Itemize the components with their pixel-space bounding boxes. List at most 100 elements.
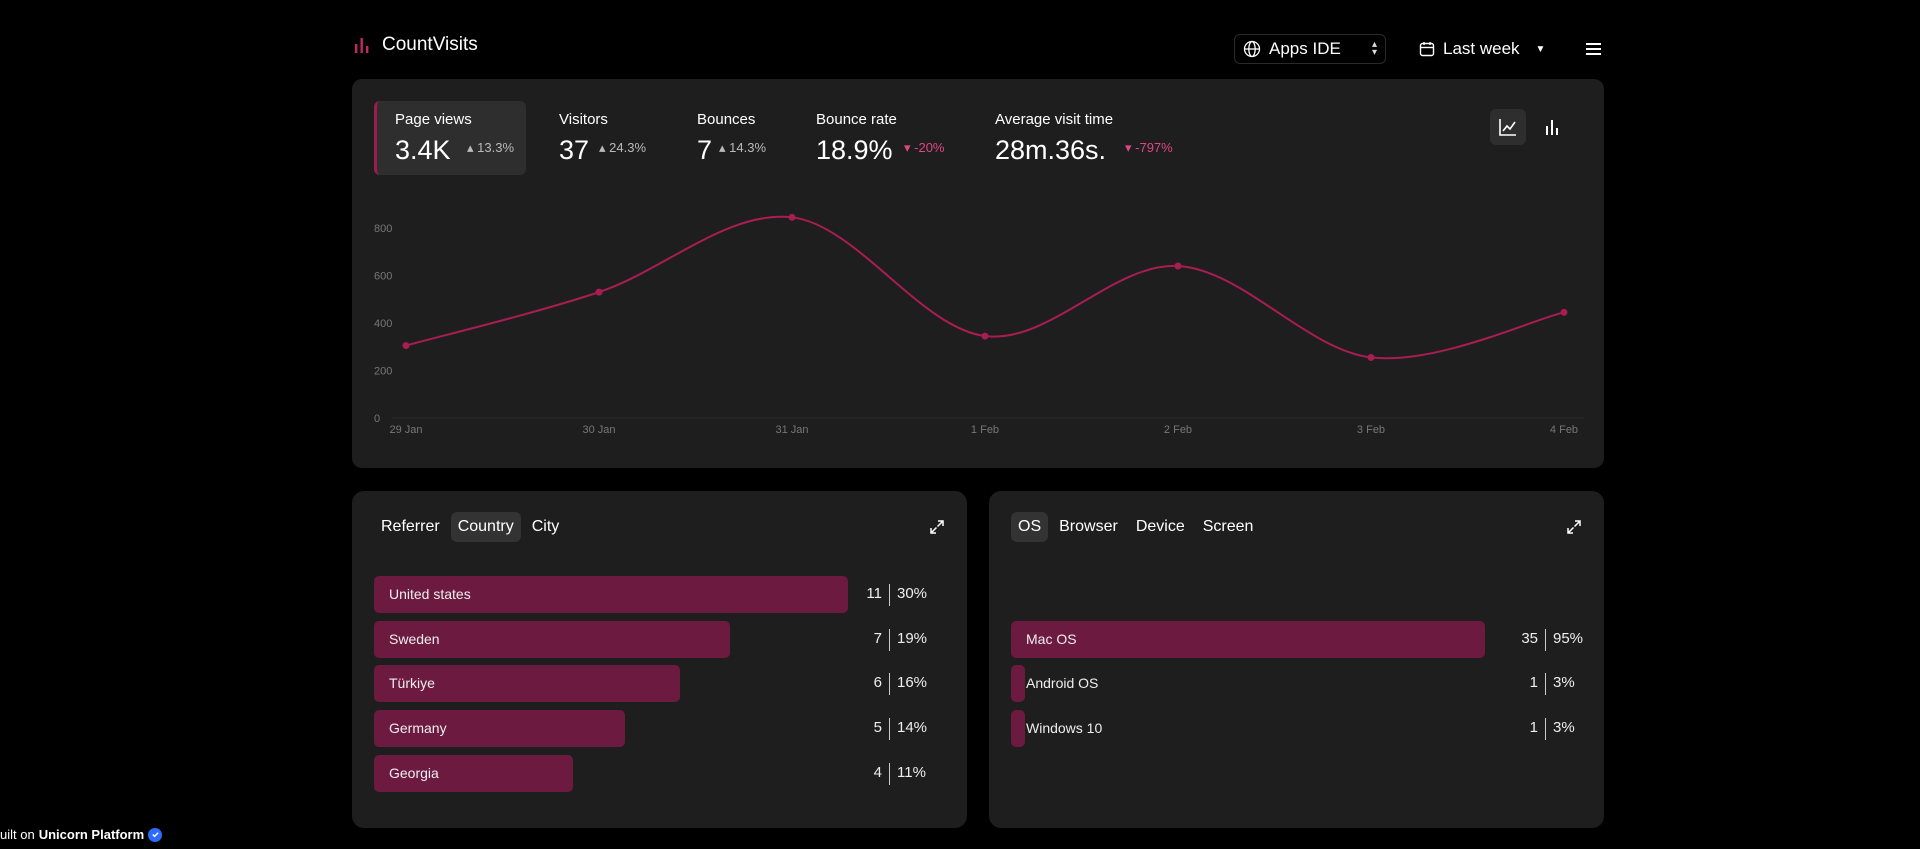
divider: [1545, 718, 1546, 741]
bar-chart-icon: [1546, 120, 1558, 135]
data-point[interactable]: [595, 288, 603, 296]
overview-card: Page views 3.4K ▴ 13.3% Visitors 37 ▴ 24…: [352, 79, 1604, 468]
list-item[interactable]: Sweden 7 19%: [374, 620, 934, 658]
expand-icon[interactable]: [1566, 519, 1582, 535]
logo[interactable]: CountVisits: [352, 34, 478, 56]
date-range-selector[interactable]: Last week ▼: [1411, 34, 1553, 64]
location-tabs: Referrer Country City: [374, 512, 566, 542]
share-bar: [374, 620, 730, 658]
list-item-percent: 30%: [897, 585, 928, 602]
list-item-count: 35: [1521, 629, 1538, 647]
stat-label: Average visit time: [995, 111, 1114, 128]
x-tick-label: 3 Feb: [1357, 424, 1385, 436]
list-item[interactable]: Mac OS 35 95%: [1011, 620, 1583, 658]
divider: [889, 584, 890, 606]
list-item-count: 5: [873, 719, 882, 737]
list-item-percent: 3%: [1553, 719, 1575, 737]
top-header: CountVisits Apps IDE ▴ ▾ Last week ▼: [352, 34, 1604, 64]
divider: [889, 673, 890, 696]
bar-chart-toggle[interactable]: [1534, 109, 1570, 145]
x-tick-label: 4 Feb: [1550, 424, 1578, 436]
line-chart-toggle[interactable]: [1490, 109, 1526, 145]
page-views-line-chart: 0 200 400 600 800 29 Jan 30 Jan 31 Jan 1 Feb 2 Fe…: [374, 213, 1584, 436]
divider: [1545, 628, 1546, 651]
system-tabs: OS Browser Device Screen: [1011, 512, 1260, 542]
line-chart-icon: [1499, 119, 1516, 136]
list-item-count: 1: [1529, 674, 1538, 692]
data-point[interactable]: [402, 342, 410, 350]
data-point[interactable]: [981, 332, 989, 340]
list-item-label: Germany: [389, 720, 447, 737]
tab-browser[interactable]: Browser: [1059, 518, 1118, 535]
list-item-percent: 14%: [897, 719, 928, 737]
tab-city[interactable]: City: [531, 518, 560, 535]
tab-country[interactable]: Country: [450, 512, 521, 542]
built-on-badge[interactable]: uilt on Unicorn Platform: [0, 827, 163, 842]
stat-label: Bounce rate: [816, 111, 897, 128]
stat-change: ▴ 14.3%: [719, 140, 767, 155]
list-item-percent: 95%: [1553, 629, 1584, 647]
built-on-text: uilt on: [0, 827, 35, 842]
y-tick-label: 600: [374, 271, 392, 283]
data-point[interactable]: [788, 213, 796, 221]
up-down-caret-icon: ▴ ▾: [1371, 39, 1377, 58]
expand-icon[interactable]: [929, 519, 945, 535]
list-item-percent: 16%: [897, 674, 928, 692]
y-tick-label: 400: [374, 318, 392, 330]
built-on-brand: Unicorn Platform: [38, 827, 145, 842]
list-item-label: Georgia: [389, 764, 439, 781]
list-item-percent: 3%: [1553, 674, 1575, 692]
stat-value: 18.9%: [816, 135, 893, 165]
system-card: OS Browser Device Screen Mac OS 35 95% Android…: [989, 491, 1604, 828]
y-tick-label: 0: [374, 413, 380, 425]
tab-referrer[interactable]: Referrer: [381, 518, 440, 535]
x-tick-label: 29 Jan: [389, 424, 422, 436]
date-range-value: Last week: [1443, 39, 1520, 58]
divider: [889, 718, 890, 741]
stat-visitors[interactable]: Visitors 37 ▴ 24.3%: [559, 101, 679, 175]
list-item-count: 7: [873, 629, 882, 647]
stat-change: ▴ 24.3%: [599, 140, 647, 155]
stat-change: ▾ -20%: [904, 140, 945, 155]
stat-value: 37: [559, 135, 590, 165]
tab-screen[interactable]: Screen: [1202, 518, 1254, 535]
stat-bounce-rate[interactable]: Bounce rate 18.9% ▾ -20%: [816, 101, 966, 175]
dropdown-triangle-icon: ▼: [1535, 43, 1546, 55]
calendar-icon: [1419, 42, 1435, 57]
list-item[interactable]: United states 11 30%: [374, 576, 934, 613]
hamburger-menu-icon[interactable]: [1582, 38, 1604, 60]
shield-check-icon: [148, 827, 163, 842]
list-item[interactable]: Georgia 4 11%: [374, 754, 934, 792]
globe-icon: [1243, 40, 1261, 58]
tab-device[interactable]: Device: [1135, 518, 1185, 535]
divider: [1545, 673, 1546, 696]
list-item[interactable]: Windows 10 1 3%: [1011, 710, 1575, 748]
list-item-count: 11: [866, 585, 882, 602]
location-card: Referrer Country City United states 11 30% Sw…: [352, 491, 967, 828]
list-item-count: 4: [873, 763, 882, 781]
data-point[interactable]: [1367, 353, 1375, 361]
stat-change: ▾ -797%: [1125, 140, 1173, 155]
stat-label: Bounces: [697, 111, 756, 128]
stat-page-views[interactable]: Page views 3.4K ▴ 13.3%: [374, 101, 526, 175]
divider: [889, 762, 890, 785]
site-selector-value: Apps IDE: [1269, 39, 1341, 58]
tab-os[interactable]: OS: [1011, 512, 1049, 542]
site-selector[interactable]: Apps IDE ▴ ▾: [1234, 34, 1386, 64]
list-item[interactable]: Germany 5 14%: [374, 710, 934, 748]
list-item-count: 1: [1529, 719, 1538, 737]
share-bar: [374, 710, 626, 748]
y-tick-label: 800: [374, 223, 392, 235]
stat-average-visit-time[interactable]: Average visit time 28m.36s. ▾ -797%: [995, 101, 1205, 175]
x-tick-label: 30 Jan: [582, 424, 615, 436]
app-name: CountVisits: [382, 34, 478, 55]
data-point[interactable]: [1174, 262, 1182, 270]
stat-value: 28m.36s.: [995, 135, 1107, 165]
data-point[interactable]: [1560, 308, 1568, 316]
list-item[interactable]: Android OS 1 3%: [1011, 665, 1575, 703]
x-tick-label: 1 Feb: [971, 424, 999, 436]
stat-bounces[interactable]: Bounces 7 ▴ 14.3%: [697, 101, 797, 175]
list-item[interactable]: Türkiye 6 16%: [374, 665, 934, 703]
list-item-label: Windows 10: [1026, 720, 1103, 737]
list-item-label: Mac OS: [1026, 630, 1077, 647]
